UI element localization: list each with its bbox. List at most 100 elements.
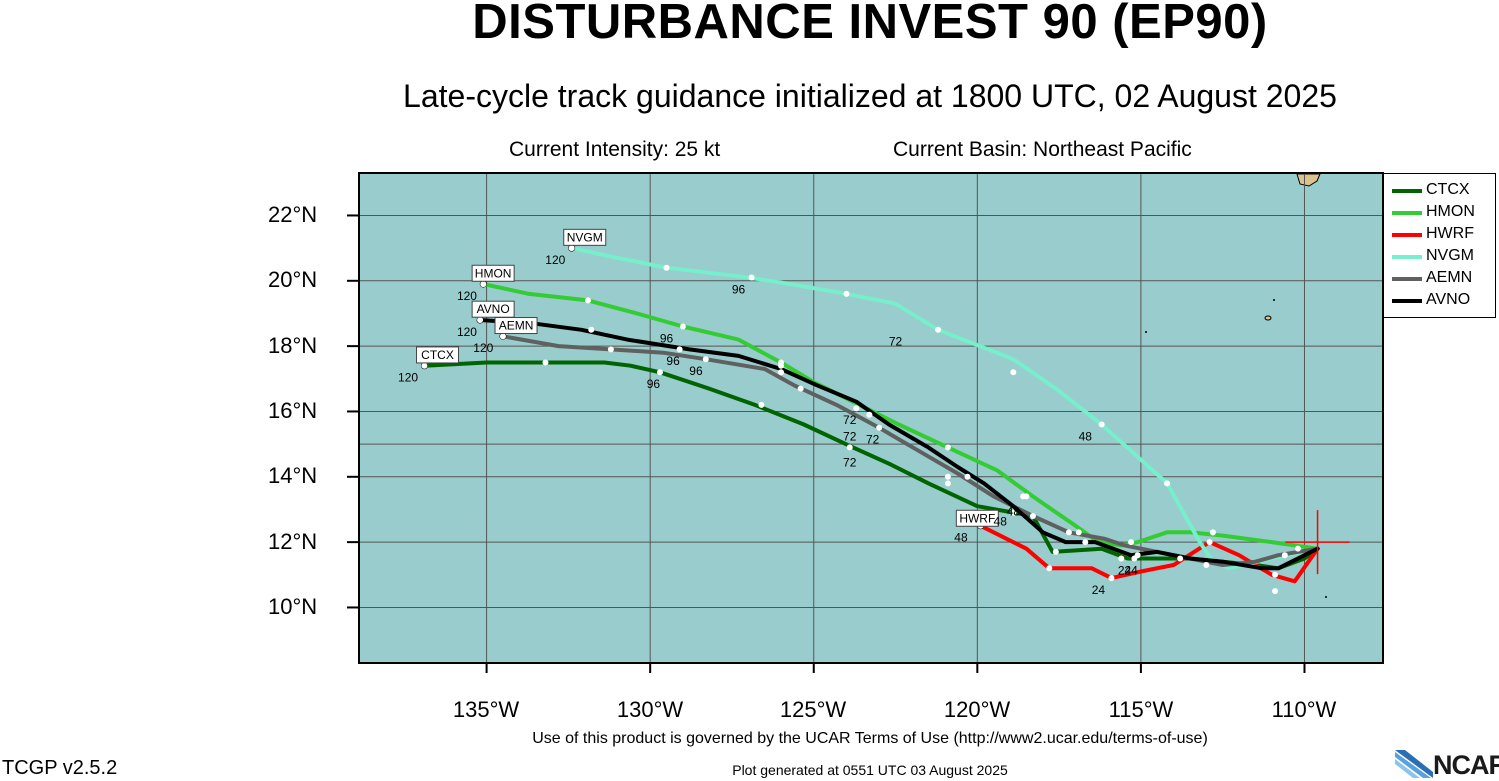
hour-label-ctcx: 96 xyxy=(647,377,661,391)
hour-label-aemn: 48 xyxy=(994,514,1008,528)
forecast-point-nvgm xyxy=(1098,421,1105,428)
hour-label-nvgm: 48 xyxy=(1079,429,1093,443)
lat-label-22n: 22°N xyxy=(268,202,318,227)
forecast-point-ctcx xyxy=(421,362,428,369)
hour-label-avno: 72 xyxy=(843,429,857,443)
track-name-box-hmon xyxy=(471,264,515,282)
forecast-point-hmon xyxy=(1128,539,1135,546)
legend-swatch-aemn xyxy=(1392,277,1422,281)
forecast-point-hmon xyxy=(1075,529,1082,536)
track-name-label-aemn: AEMN xyxy=(499,319,534,333)
track-name-label-nvgm: NVGM xyxy=(567,230,603,244)
track-name-box-aemn xyxy=(494,317,538,335)
forecast-point-hwrf xyxy=(1046,565,1053,572)
lon-label-130w: 130°W xyxy=(616,697,684,722)
forecast-point-ctcx xyxy=(846,444,853,451)
hour-label-hmon: 120 xyxy=(457,289,477,303)
legend-label-hwrf: HWRF xyxy=(1426,225,1474,242)
chart-subtitle: Late-cycle track guidance initialized at… xyxy=(403,78,1337,114)
legend-item-ctcx: CTCX xyxy=(1392,181,1492,201)
hour-label-ctcx: 72 xyxy=(843,455,857,469)
forecast-point-ctcx xyxy=(656,369,663,376)
track-name-box-avno xyxy=(471,300,515,318)
points-layer xyxy=(420,244,1301,595)
hour-label-hmon: 96 xyxy=(660,331,674,345)
forecast-point-aemn xyxy=(778,369,785,376)
legend-swatch-ctcx xyxy=(1392,189,1422,193)
ncar-logo: NCAR xyxy=(1393,748,1499,780)
lon-label-115w: 115°W xyxy=(1108,697,1174,722)
ncar-logo-icon xyxy=(1395,750,1433,778)
legend-label-hmon: HMON xyxy=(1426,203,1475,220)
forecast-point-avno xyxy=(1082,539,1089,546)
legend-label-nvgm: NVGM xyxy=(1426,247,1474,264)
forecast-point-hmon xyxy=(944,444,951,451)
forecast-point-hwrf xyxy=(1108,575,1115,582)
forecast-point-ctcx xyxy=(1118,555,1125,562)
hour-label-hwrf: 48 xyxy=(954,531,968,545)
land-layer xyxy=(1145,173,1327,598)
forecast-point-aemn xyxy=(944,473,951,480)
legend-item-avno: AVNO xyxy=(1392,291,1492,311)
current-basin: Current Basin: Northeast Pacific xyxy=(893,138,1192,161)
hour-label-avno: 48 xyxy=(1007,504,1021,518)
track-name-label-hmon: HMON xyxy=(475,266,512,280)
hour-label-hmon: 72 xyxy=(843,413,857,427)
forecast-point-avno xyxy=(676,346,683,353)
forecast-point-avno xyxy=(1131,555,1138,562)
forecast-point-avno xyxy=(964,473,971,480)
track-name-label-avno: AVNO xyxy=(477,302,510,316)
land-island-alijos xyxy=(1273,299,1275,301)
lat-label-20n: 20°N xyxy=(268,267,318,292)
legend-item-aemn: AEMN xyxy=(1392,269,1492,289)
forecast-point-ctcx xyxy=(944,480,951,487)
legend-label-avno: AVNO xyxy=(1426,291,1471,308)
forecast-point-avno xyxy=(1177,555,1184,562)
forecast-point-hmon xyxy=(1294,545,1301,552)
forecast-point-hmon xyxy=(866,411,873,418)
hour-label-aemn: 24 xyxy=(1118,563,1132,577)
forecast-point-avno xyxy=(778,362,785,369)
hour-label-hwrf: 24 xyxy=(1092,583,1106,597)
forecast-point-hmon xyxy=(679,323,686,330)
land-island-socorro xyxy=(1264,315,1272,321)
hour-label-nvgm: 96 xyxy=(732,282,746,296)
hour-label-nvgm: 72 xyxy=(889,335,903,349)
forecast-point-ctcx xyxy=(542,359,549,366)
track-name-box-hwrf xyxy=(955,509,999,527)
hour-label-aemn: 120 xyxy=(473,341,493,355)
hour-label-aemn: 96 xyxy=(689,364,703,378)
forecast-point-aemn xyxy=(797,385,804,392)
forecast-point-aemn xyxy=(876,424,883,431)
forecast-point-avno xyxy=(477,317,484,323)
ncar-logo-text: NCAR xyxy=(1433,750,1499,780)
lon-label-125w: 125°W xyxy=(779,697,847,722)
forecast-point-hwrf xyxy=(1206,539,1213,546)
track-name-box-ctcx xyxy=(416,346,460,364)
legend-item-hwrf: HWRF xyxy=(1392,225,1492,245)
legend-item-hmon: HMON xyxy=(1392,203,1492,223)
forecast-point-aemn xyxy=(1281,552,1288,559)
hour-labels-layer: 247296120CTCX7296120HMON2448HWRF48729612… xyxy=(398,228,1138,597)
forecast-point-aemn xyxy=(1065,529,1072,536)
forecast-point-nvgm xyxy=(935,326,942,333)
terms-of-use: Use of this product is governed by the U… xyxy=(532,730,1208,747)
lat-label-10n: 10°N xyxy=(268,594,318,619)
lon-label-135w: 135°W xyxy=(452,697,520,722)
forecast-point-hmon xyxy=(585,297,592,304)
chart-title: DISTURBANCE INVEST 90 (EP90) xyxy=(472,0,1268,49)
forecast-point-ctcx xyxy=(1272,588,1279,595)
forecast-point-nvgm xyxy=(663,264,670,271)
forecast-point-ctcx xyxy=(1052,548,1059,555)
legend-swatch-nvgm xyxy=(1392,255,1422,259)
generated-timestamp: Plot generated at 0551 UTC 03 August 202… xyxy=(732,762,1008,778)
track-name-label-ctcx: CTCX xyxy=(421,348,454,362)
lat-label-18n: 18°N xyxy=(268,333,318,358)
version-label: TCGP v2.5.2 xyxy=(2,757,118,779)
legend-swatch-hwrf xyxy=(1392,233,1422,237)
lat-label-14n: 14°N xyxy=(268,463,318,488)
hour-label-ctcx: 120 xyxy=(398,371,418,385)
track-hmon xyxy=(481,282,1320,551)
forecast-point-avno xyxy=(1272,571,1279,578)
